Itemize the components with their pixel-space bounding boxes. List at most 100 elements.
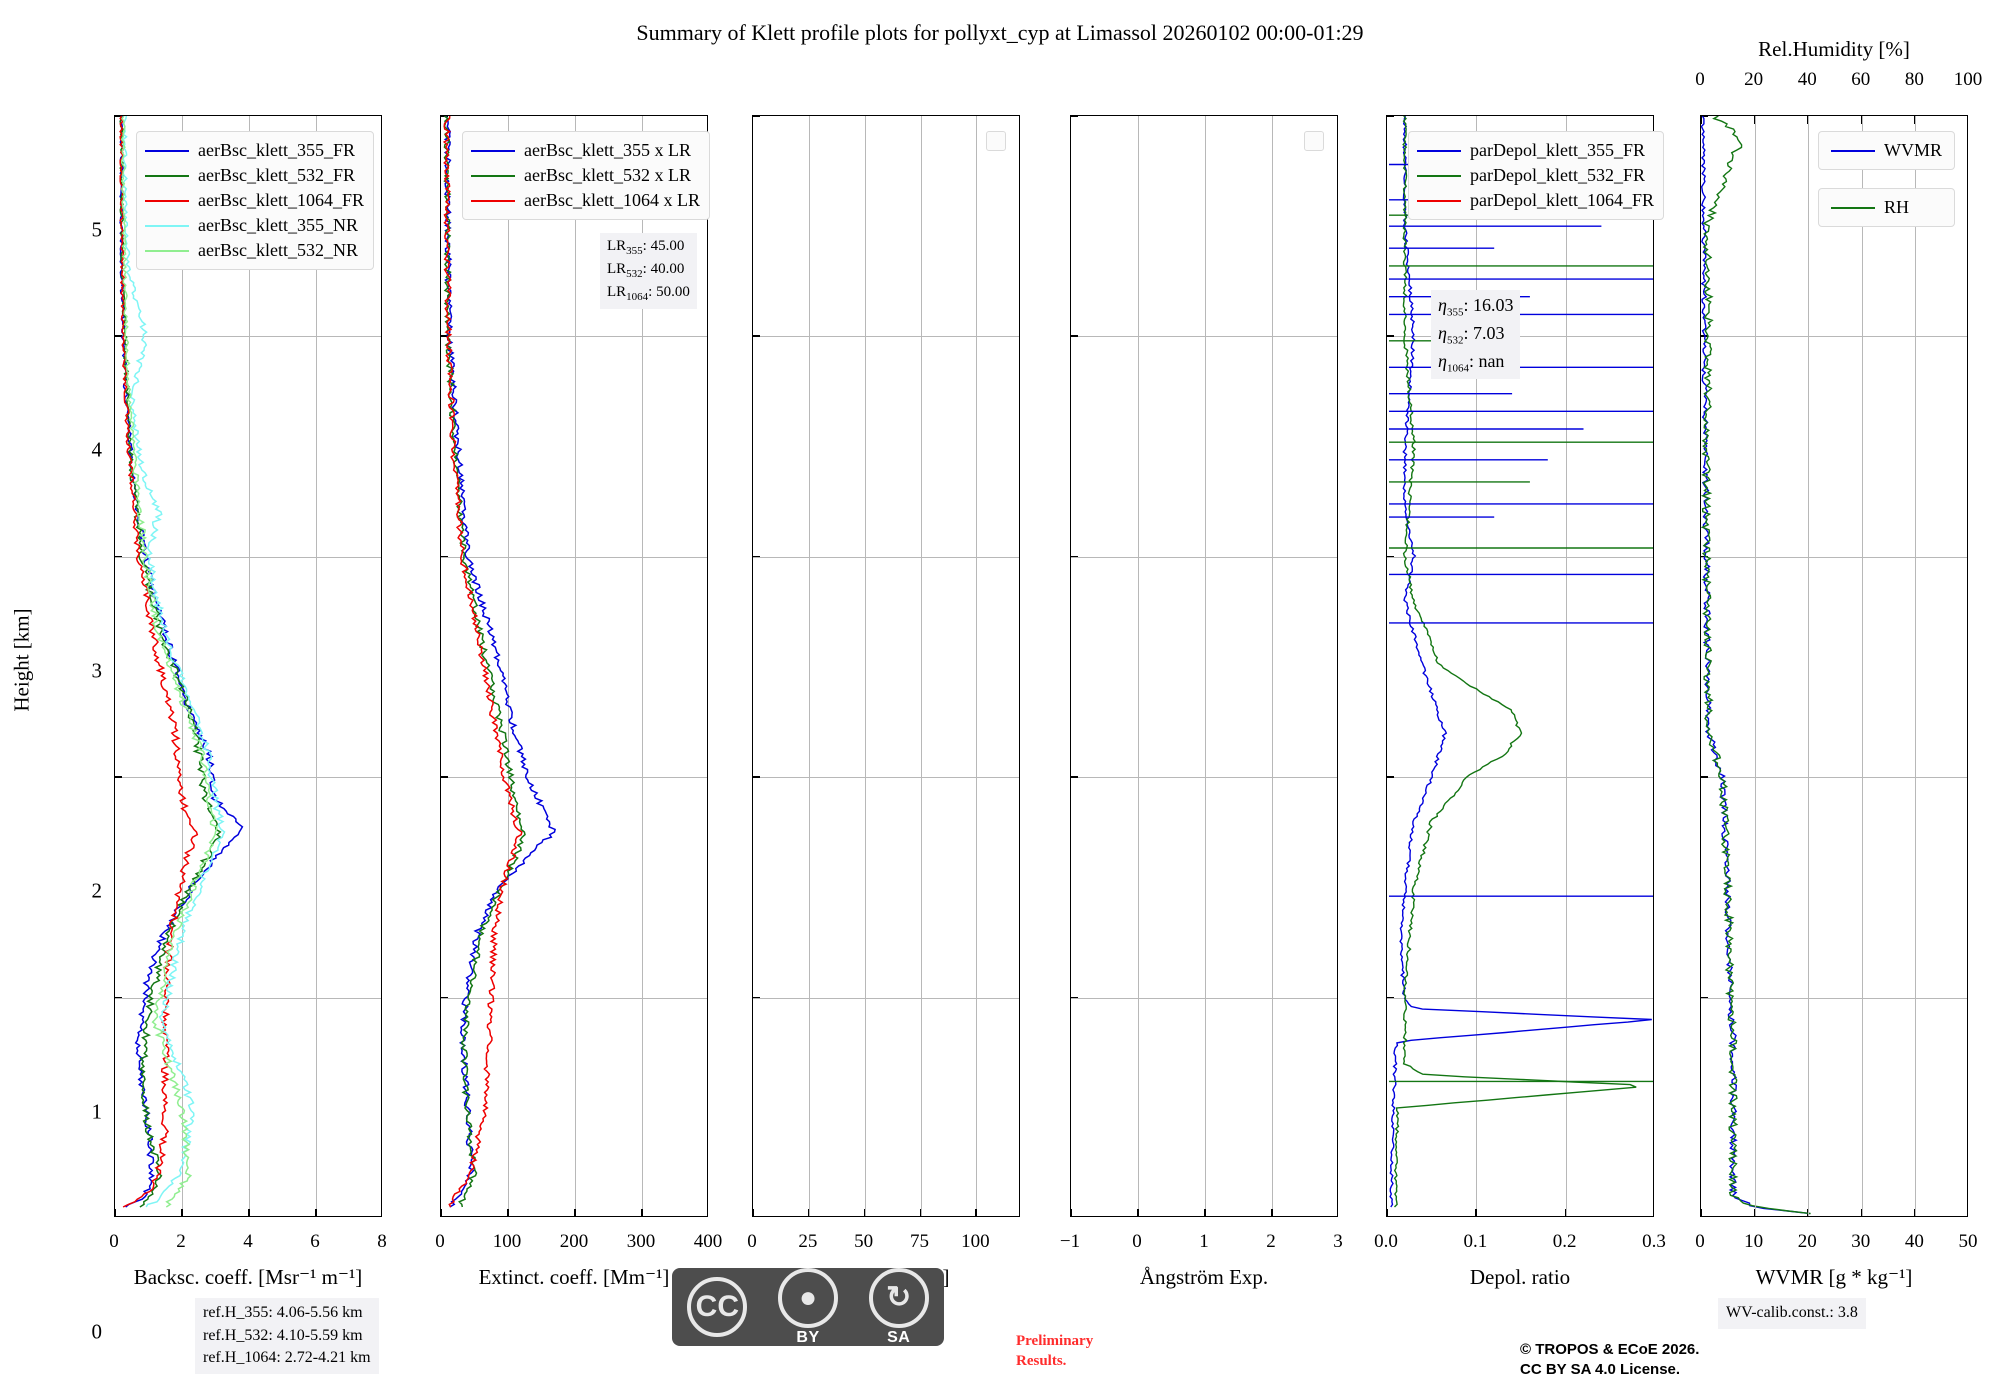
x-axis-title-angstrom: Ångström Exp. [1139,1265,1269,1289]
x-tick-label: 300 [626,1231,656,1252]
legend-item[interactable]: aerBsc_klett_532 x LR [471,163,700,188]
x-tick-label: 3 [1333,1231,1343,1252]
legend-color-swatch [1417,199,1461,202]
legend-backscatter[interactable]: aerBsc_klett_355_FR aerBsc_klett_532_FR ae… [136,131,374,270]
series-line [1389,116,1652,1208]
series-line [122,116,226,1208]
y-tick-mark [441,555,448,558]
cc-license-badge: CC ● BY ↻ SA [672,1267,944,1346]
gridline-vertical [1915,116,1917,1216]
x-tick-mark [1701,1209,1702,1216]
legend-item[interactable]: parDepol_klett_532_FR [1417,163,1654,188]
top-x-tick-label: 40 [1797,69,1817,90]
gridline-horizontal [1701,777,1967,779]
legend-wvmr-rh[interactable]: WVMR RH [1818,131,1955,245]
annotation-line: η1064: nan [1438,349,1513,377]
gridline-vertical [1476,116,1478,1216]
gridline-vertical [976,116,978,1216]
legend-item[interactable]: aerBsc_klett_355_FR [145,138,364,163]
legend-item[interactable]: aerBsc_klett_1064_FR [145,188,364,213]
gridline-vertical [1138,116,1139,1216]
annotation-line: LR355: 45.00 [607,236,690,259]
legend-depol-ratio[interactable]: parDepol_klett_355_FR parDepol_klett_532_… [1408,131,1664,220]
legend-color-swatch [471,149,515,152]
legend-item[interactable]: aerBsc_klett_532_FR [145,163,364,188]
legend-label: RH [1884,197,1910,217]
gridline-horizontal [1387,556,1653,558]
empty-legend-placeholder[interactable] [1304,131,1324,151]
legend-item[interactable]: aerBsc_klett_355 x LR [471,138,700,163]
plot-panel-backscatter[interactable] [114,115,382,1217]
legend-color-swatch [145,224,189,227]
ref-height-line: ref.H_1064: 2.72-4.21 km [203,1349,371,1367]
x-tick-label: 50 [854,1231,874,1252]
y-tick-mark [1387,555,1394,558]
x-tick-mark [1564,1209,1567,1216]
gridline-vertical [1754,116,1756,1216]
annotation-subscript: 532 [1446,334,1464,347]
gridline-horizontal [1701,997,1967,999]
x-tick-mark [441,1209,442,1216]
legend-item[interactable]: aerBsc_klett_1064 x LR [471,188,700,213]
legend-item[interactable]: parDepol_klett_355_FR [1417,138,1654,163]
annotation-subscript: 355 [626,245,643,257]
series-line [119,116,244,1208]
x-tick-label: 25 [798,1231,818,1252]
gridline-horizontal [1387,777,1653,779]
x-tick-label: 0 [747,1231,757,1252]
y-tick-label: 4 [91,437,103,462]
plot-area-lidar-ratio [753,116,1019,1216]
legend-item[interactable]: RH [1818,188,1955,227]
x-tick-label: 50 [1958,1231,1978,1252]
x-tick-mark [248,1209,250,1216]
x-tick-label: 0 [1695,1231,1705,1252]
x-axis-title-extinction: Extinct. coeff. [Mm⁻¹] [478,1265,670,1289]
y-tick-mark [115,335,122,337]
legend-color-swatch [1417,174,1461,177]
legend-color-swatch [1417,149,1461,152]
legend-item[interactable]: aerBsc_klett_355_NR [145,213,364,238]
legend-label: aerBsc_klett_1064 x LR [524,190,700,210]
x-axis-title-depol-ratio: Depol. ratio [1469,1265,1571,1289]
series-layer-wvmr-rh [1701,116,1811,1215]
plot-panel-wvmr-rh[interactable] [1700,115,1968,1217]
x-tick-label: 75 [910,1231,929,1252]
plot-panel-depol-ratio[interactable] [1386,115,1654,1217]
x-tick-mark [1475,1209,1477,1216]
annotation-line: LR1064: 50.00 [607,282,690,305]
gridline-horizontal [441,997,707,999]
x-tick-mark [641,1209,643,1216]
y-tick-mark [441,996,448,999]
gridline-vertical [1565,116,1567,1216]
gridline-horizontal [753,556,1019,558]
page-title: Summary of Klett profile plots for polly… [636,20,1364,45]
person-icon: ● [778,1267,838,1328]
x-tick-mark [919,1209,922,1216]
annotation-symbol: LR [607,284,627,301]
annotation-line: η355: 16.03 [1438,293,1513,321]
gridline-vertical [920,116,922,1216]
legend-label: parDepol_klett_355_FR [1470,140,1645,160]
legend-item[interactable]: parDepol_klett_1064_FR [1417,188,1654,213]
legend-extinction[interactable]: aerBsc_klett_355 x LR aerBsc_klett_532 x … [462,131,710,220]
legend-label: aerBsc_klett_355_NR [198,215,358,235]
x-tick-mark [1753,1209,1756,1216]
gridline-horizontal [115,777,381,779]
annotation-symbol: LR [607,261,627,278]
x-tick-label: 400 [693,1231,723,1252]
empty-legend-placeholder[interactable] [986,131,1006,151]
gridline-horizontal [753,336,1019,338]
legend-color-swatch [145,249,189,252]
top-x-tick-mark [1860,116,1863,124]
legend-item[interactable]: WVMR [1818,131,1955,170]
annotation-value: : nan [1468,350,1505,371]
y-tick-label: 1 [91,1099,103,1124]
ref-height-line: ref.H_355: 4.06-5.56 km [203,1304,363,1321]
legend-item[interactable]: aerBsc_klett_532_NR [145,238,364,263]
cc-logo: CC [672,1277,763,1337]
x-tick-mark [1914,1209,1916,1216]
plot-panel-angstrom[interactable] [1070,115,1338,1217]
y-tick-label: 0 [91,1319,103,1344]
x-tick-mark [1807,1209,1809,1216]
plot-panel-lidar-ratio[interactable] [752,115,1020,1217]
